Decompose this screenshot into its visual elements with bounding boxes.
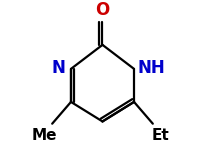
Text: NH: NH — [137, 59, 165, 77]
Text: N: N — [52, 59, 65, 77]
Text: Me: Me — [32, 128, 57, 143]
Text: Et: Et — [151, 128, 168, 143]
Text: O: O — [95, 1, 109, 19]
